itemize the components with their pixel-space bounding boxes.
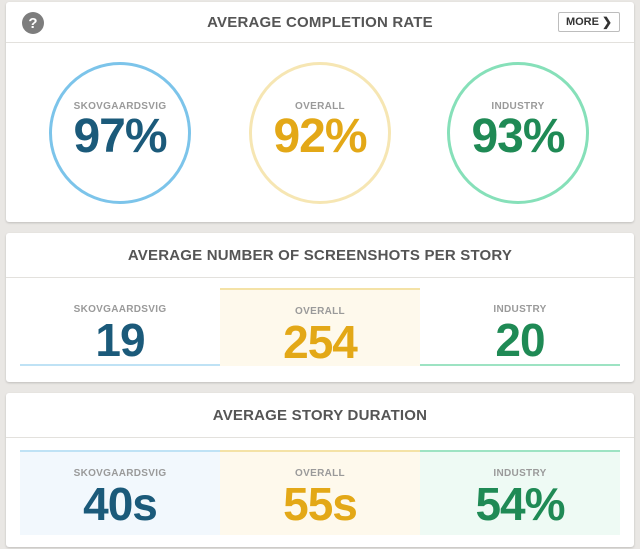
stat-value: 55s xyxy=(283,478,358,530)
ring-label: SKOVGAARDSVIG xyxy=(73,100,167,112)
overall-screenshots-stat: OVERALL 254 xyxy=(220,288,420,366)
ring-value: 93% xyxy=(471,109,565,163)
stat-value: 40s xyxy=(83,478,158,530)
stat-label: OVERALL xyxy=(295,306,345,317)
stat-label: SKOVGAARDSVIG xyxy=(73,468,167,479)
stat-label: SKOVGAARDSVIG xyxy=(73,304,167,315)
skovgaardsvig-screenshots-stat: SKOVGAARDSVIG 19 xyxy=(20,288,220,366)
ring-value: 97% xyxy=(73,109,167,163)
industry-completion-ring: INDUSTRY 93% xyxy=(447,62,589,204)
question-icon[interactable]: ? xyxy=(22,12,44,34)
duration-stats: SKOVGAARDSVIG 40s OVERALL 55s INDUSTRY 5… xyxy=(20,450,620,535)
stat-value: 20 xyxy=(495,314,545,366)
more-label: MORE xyxy=(565,16,599,28)
screenshots-stats: SKOVGAARDSVIG 19 OVERALL 254 INDUSTRY 20 xyxy=(20,288,620,366)
story-duration-card: AVERAGE STORY DURATION SKOVGAARDSVIG 40s… xyxy=(6,393,634,547)
duration-title: AVERAGE STORY DURATION xyxy=(212,406,428,424)
industry-screenshots-stat: INDUSTRY 20 xyxy=(420,288,620,366)
stat-label: INDUSTRY xyxy=(493,468,547,479)
duration-header: AVERAGE STORY DURATION xyxy=(6,393,634,438)
overall-completion-ring: OVERALL 92% xyxy=(249,62,391,204)
screenshots-header: AVERAGE NUMBER OF SCREENSHOTS PER STORY xyxy=(6,233,634,278)
completion-rate-card: ? AVERAGE COMPLETION RATE MORE ❯ SKOVGAA… xyxy=(6,2,634,222)
industry-duration-stat: INDUSTRY 54% xyxy=(420,450,620,535)
ring-label: OVERALL xyxy=(295,100,345,112)
overall-duration-stat: OVERALL 55s xyxy=(220,450,420,535)
skovgaardsvig-duration-stat: SKOVGAARDSVIG 40s xyxy=(20,450,220,535)
screenshots-title: AVERAGE NUMBER OF SCREENSHOTS PER STORY xyxy=(127,246,513,264)
stat-label: OVERALL xyxy=(295,468,345,479)
stat-label: INDUSTRY xyxy=(493,304,547,315)
skovgaardsvig-completion-ring: SKOVGAARDSVIG 97% xyxy=(49,62,191,204)
more-button[interactable]: MORE ❯ xyxy=(557,12,620,32)
screenshots-per-story-card: AVERAGE NUMBER OF SCREENSHOTS PER STORY … xyxy=(6,233,634,382)
chevron-right-icon: ❯ xyxy=(601,15,612,29)
completion-rate-title: AVERAGE COMPLETION RATE xyxy=(207,13,433,31)
completion-rate-header: ? AVERAGE COMPLETION RATE MORE ❯ xyxy=(6,2,634,43)
ring-value: 92% xyxy=(273,109,367,163)
stat-value: 19 xyxy=(95,314,145,366)
ring-label: INDUSTRY xyxy=(491,100,545,112)
stat-value: 254 xyxy=(283,316,358,368)
stat-value: 54% xyxy=(475,478,565,530)
